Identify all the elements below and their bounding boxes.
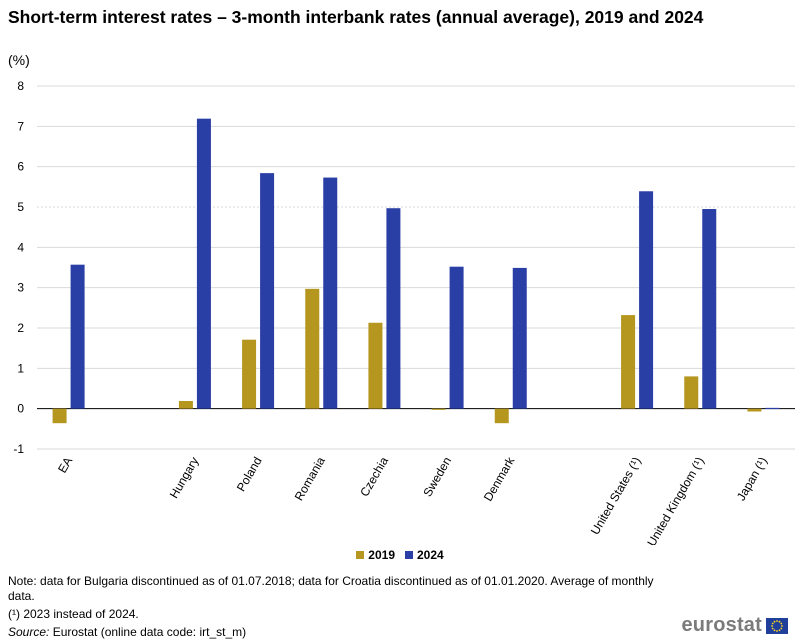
source-text: Eurostat (online data code: irt_st_m) <box>49 625 247 639</box>
x-tick-label: Hungary <box>167 455 202 501</box>
legend-item: 2024 <box>405 548 444 562</box>
notes-block: Note: data for Bulgaria discontinued as … <box>8 574 668 640</box>
y-tick-label: -1 <box>13 442 24 456</box>
note-text: Note: data for Bulgaria discontinued as … <box>8 574 654 603</box>
bar-2024 <box>260 173 275 409</box>
bar-2024 <box>449 266 464 409</box>
eu-flag-icon <box>766 617 788 634</box>
bar-2019 <box>305 288 320 409</box>
bar-2019 <box>368 322 383 409</box>
bar-2024 <box>386 208 401 409</box>
x-tick-label: United States (¹) <box>588 455 644 538</box>
bar-chart: -1 0 1 2 3 4 5 6 7 8 EA Hungary Poland Romania Czechia… <box>13 79 795 546</box>
y-tick-label: 0 <box>17 402 24 416</box>
y-tick-label: 8 <box>17 79 24 93</box>
bar-2019 <box>621 315 636 409</box>
y-tick-label: 2 <box>17 321 24 335</box>
y-tick-label: 7 <box>17 119 24 133</box>
bar-2024 <box>512 267 527 409</box>
bar-2019 <box>494 408 509 424</box>
legend-label: 2019 <box>368 548 395 562</box>
legend-swatch <box>405 551 413 559</box>
footnote-text: (¹) 2023 instead of 2024. <box>8 607 139 621</box>
chart-title: Short-term interest rates – 3-month inte… <box>8 7 704 27</box>
bar-2024 <box>702 209 717 409</box>
y-tick-label: 3 <box>17 281 24 295</box>
legend-item: 2019 <box>356 548 395 562</box>
legend-label: 2024 <box>417 548 444 562</box>
x-tick-label: Czechia <box>357 454 391 499</box>
bar-2024 <box>70 264 85 409</box>
legend-swatch <box>356 551 365 559</box>
x-tick-label: Romania <box>292 454 328 503</box>
bar-2019 <box>52 408 67 424</box>
bar-2019 <box>178 401 193 409</box>
x-tick-label: United Kingdom (¹) <box>644 455 706 546</box>
bar-2019 <box>242 339 257 409</box>
bar-2019 <box>747 408 762 412</box>
x-tick-label: EA <box>55 455 75 476</box>
eurostat-logo: eurostat <box>681 614 788 637</box>
bar-2024 <box>323 177 338 409</box>
x-tick-label: Denmark <box>481 454 518 504</box>
x-tick-label: Japan (¹) <box>734 455 770 504</box>
y-tick-label: 1 <box>17 361 24 375</box>
bar-2024 <box>639 191 654 409</box>
y-axis-unit: (%) <box>8 52 30 68</box>
bar-2019 <box>684 376 699 409</box>
y-tick-label: 6 <box>17 160 24 174</box>
chart-legend: 2019 2024 <box>0 548 800 562</box>
bar-2024 <box>196 118 211 409</box>
source-label: Source: <box>8 625 50 639</box>
logo-wordmark: eurostat <box>681 614 762 636</box>
y-tick-label: 4 <box>17 240 24 254</box>
bar-2024 <box>765 407 780 410</box>
bar-2019 <box>431 408 446 410</box>
y-tick-label: 5 <box>17 200 24 214</box>
x-tick-label: Sweden <box>420 455 454 500</box>
x-tick-label: Poland <box>234 455 265 494</box>
source-line: Source: Eurostat (online data code: irt_… <box>8 625 668 640</box>
